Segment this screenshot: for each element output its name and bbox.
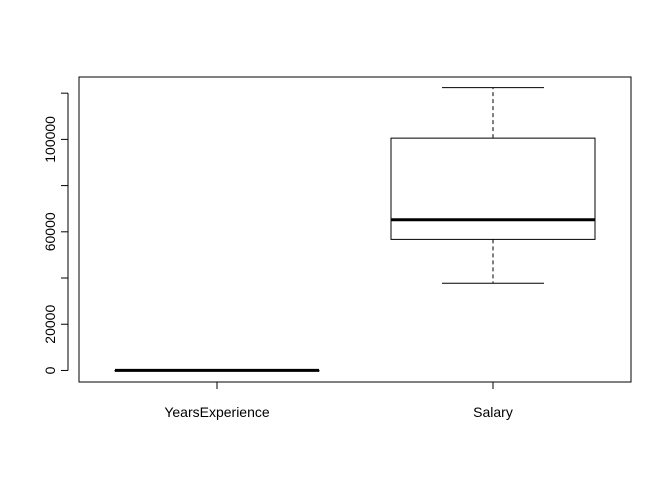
- y-axis: 0 20000 60000 100000: [42, 92, 69, 374]
- x-tick-label: YearsExperience: [164, 404, 270, 420]
- iqr-box: [390, 137, 596, 240]
- y-tick-label: 20000: [42, 305, 58, 344]
- box-yearsexperience: [114, 368, 320, 372]
- boxes-group: [114, 87, 596, 372]
- y-tick-label: 60000: [42, 212, 58, 251]
- x-axis: YearsExperience Salary: [164, 381, 513, 420]
- y-tick-label: 0: [42, 366, 58, 374]
- y-tick-label: 100000: [42, 116, 58, 163]
- box-salary: [390, 87, 596, 284]
- x-tick-label: Salary: [473, 404, 513, 420]
